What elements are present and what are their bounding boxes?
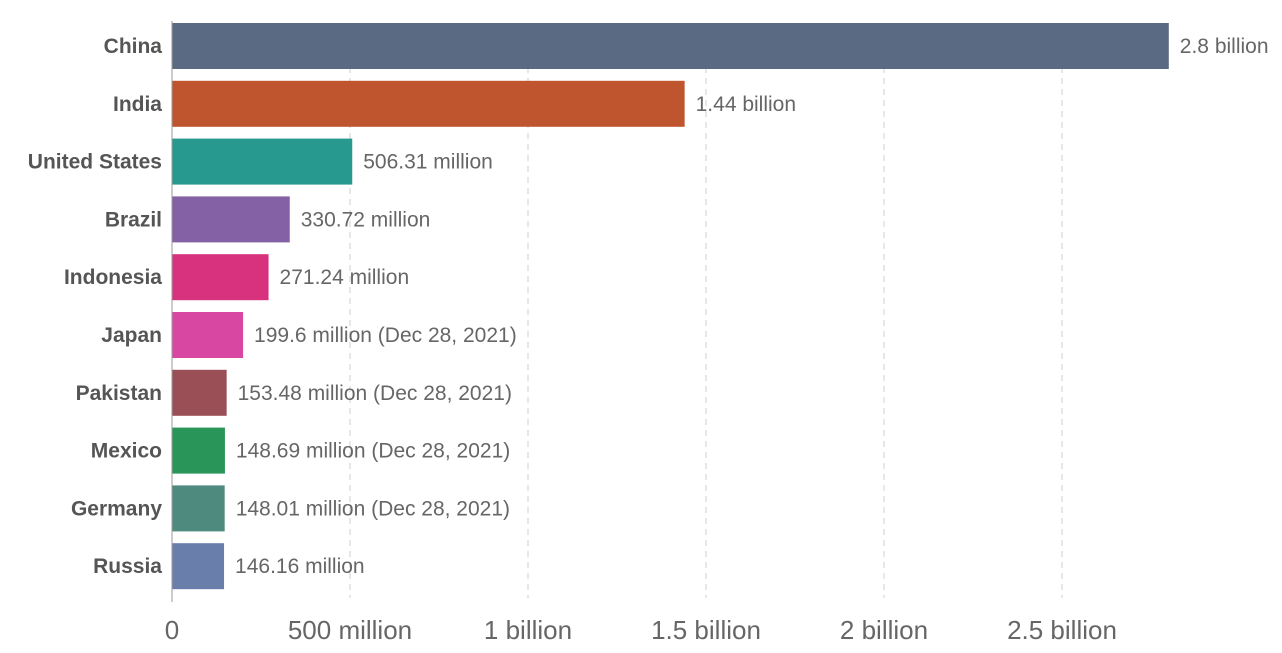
x-tick-label: 1.5 billion xyxy=(651,615,761,645)
value-label: 199.6 million (Dec 28, 2021) xyxy=(254,324,517,347)
bar xyxy=(172,312,244,358)
labels: China 2.8 billion India 1.44 billion United … xyxy=(28,35,1269,578)
value-label: 506.31 million xyxy=(363,151,493,174)
x-tick-label: 2 billion xyxy=(840,615,928,645)
x-tick-label: 1 billion xyxy=(484,615,572,645)
value-label: 2.8 billion xyxy=(1180,35,1269,58)
value-label: 148.69 million (Dec 28, 2021) xyxy=(236,440,510,463)
bar xyxy=(172,23,1169,69)
bar xyxy=(172,485,225,532)
category-label: Russia xyxy=(93,555,162,578)
bar xyxy=(172,427,225,474)
x-tick-label: 0 xyxy=(165,615,179,645)
value-label: 271.24 million xyxy=(280,266,410,289)
category-label: Brazil xyxy=(105,208,162,231)
category-label: Germany xyxy=(71,497,162,520)
bar xyxy=(172,543,225,590)
category-label: India xyxy=(113,93,162,116)
bar xyxy=(172,80,685,127)
category-label: Japan xyxy=(101,324,162,347)
value-label: 146.16 million xyxy=(235,555,365,578)
value-label: 1.44 billion xyxy=(696,93,796,116)
bar xyxy=(172,369,227,416)
category-label: Indonesia xyxy=(64,266,162,289)
bar xyxy=(172,254,269,301)
value-label: 148.01 million (Dec 28, 2021) xyxy=(236,497,510,520)
gridlines xyxy=(349,23,1063,598)
x-tick-label: 500 million xyxy=(288,615,412,645)
value-label: 330.72 million xyxy=(301,208,431,231)
x-tick-label: 2.5 billion xyxy=(1007,615,1117,645)
bars xyxy=(172,23,1169,590)
x-axis: 0 500 million 1 billion 1.5 billion 2 billio… xyxy=(165,21,1117,645)
category-label: Mexico xyxy=(91,440,162,463)
value-label: 153.48 million (Dec 28, 2021) xyxy=(238,382,512,405)
category-label: Pakistan xyxy=(76,382,162,405)
category-label: United States xyxy=(28,151,162,174)
bar xyxy=(172,138,353,185)
category-label: China xyxy=(104,35,163,58)
bar xyxy=(172,196,290,243)
